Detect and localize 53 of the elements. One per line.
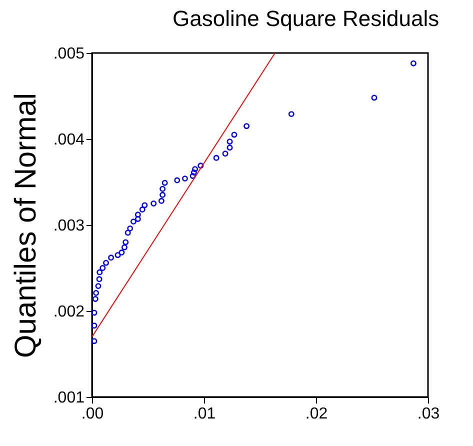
x-tick-label: .03 xyxy=(417,406,440,422)
point xyxy=(127,225,134,232)
point xyxy=(92,296,98,302)
point xyxy=(95,283,102,290)
point xyxy=(96,269,103,276)
x-tick-label: .01 xyxy=(193,406,216,422)
chart-title: Gasoline Square Residuals xyxy=(172,6,440,31)
point xyxy=(91,310,98,316)
y-tick-label: .003 xyxy=(53,218,85,234)
point xyxy=(108,254,114,261)
point xyxy=(118,250,125,256)
y-tick-label: .002 xyxy=(53,304,85,320)
point xyxy=(198,162,204,169)
point xyxy=(182,176,188,182)
point xyxy=(174,177,180,184)
point xyxy=(100,265,106,271)
point xyxy=(222,150,228,157)
point xyxy=(371,94,378,101)
point xyxy=(103,260,109,266)
y-axis-title: Quantiles of Normal xyxy=(9,92,42,358)
point xyxy=(192,166,198,172)
point xyxy=(150,200,157,206)
point xyxy=(139,206,146,213)
point xyxy=(410,60,416,66)
point xyxy=(160,186,166,192)
y-tick-label: .005 xyxy=(53,46,85,62)
point xyxy=(134,212,141,218)
point xyxy=(213,154,220,161)
y-tick-label: .001 xyxy=(53,390,85,406)
point xyxy=(96,276,102,282)
point xyxy=(142,202,148,208)
point xyxy=(190,170,197,176)
point xyxy=(158,198,164,204)
point xyxy=(288,111,294,118)
point xyxy=(121,244,128,250)
point xyxy=(124,230,131,236)
point xyxy=(91,338,98,344)
point xyxy=(162,180,168,186)
point xyxy=(91,322,98,329)
point xyxy=(231,132,238,138)
y-tick-label: .004 xyxy=(53,132,85,148)
point xyxy=(130,218,136,225)
point xyxy=(160,192,166,198)
x-tick-label: .02 xyxy=(305,406,328,422)
x-tick-label: .00 xyxy=(81,406,104,422)
point xyxy=(190,172,196,179)
point xyxy=(244,123,250,130)
point xyxy=(114,252,121,258)
point xyxy=(122,239,129,246)
point xyxy=(93,290,100,296)
point xyxy=(226,144,233,151)
point xyxy=(134,216,141,222)
point xyxy=(226,138,233,145)
